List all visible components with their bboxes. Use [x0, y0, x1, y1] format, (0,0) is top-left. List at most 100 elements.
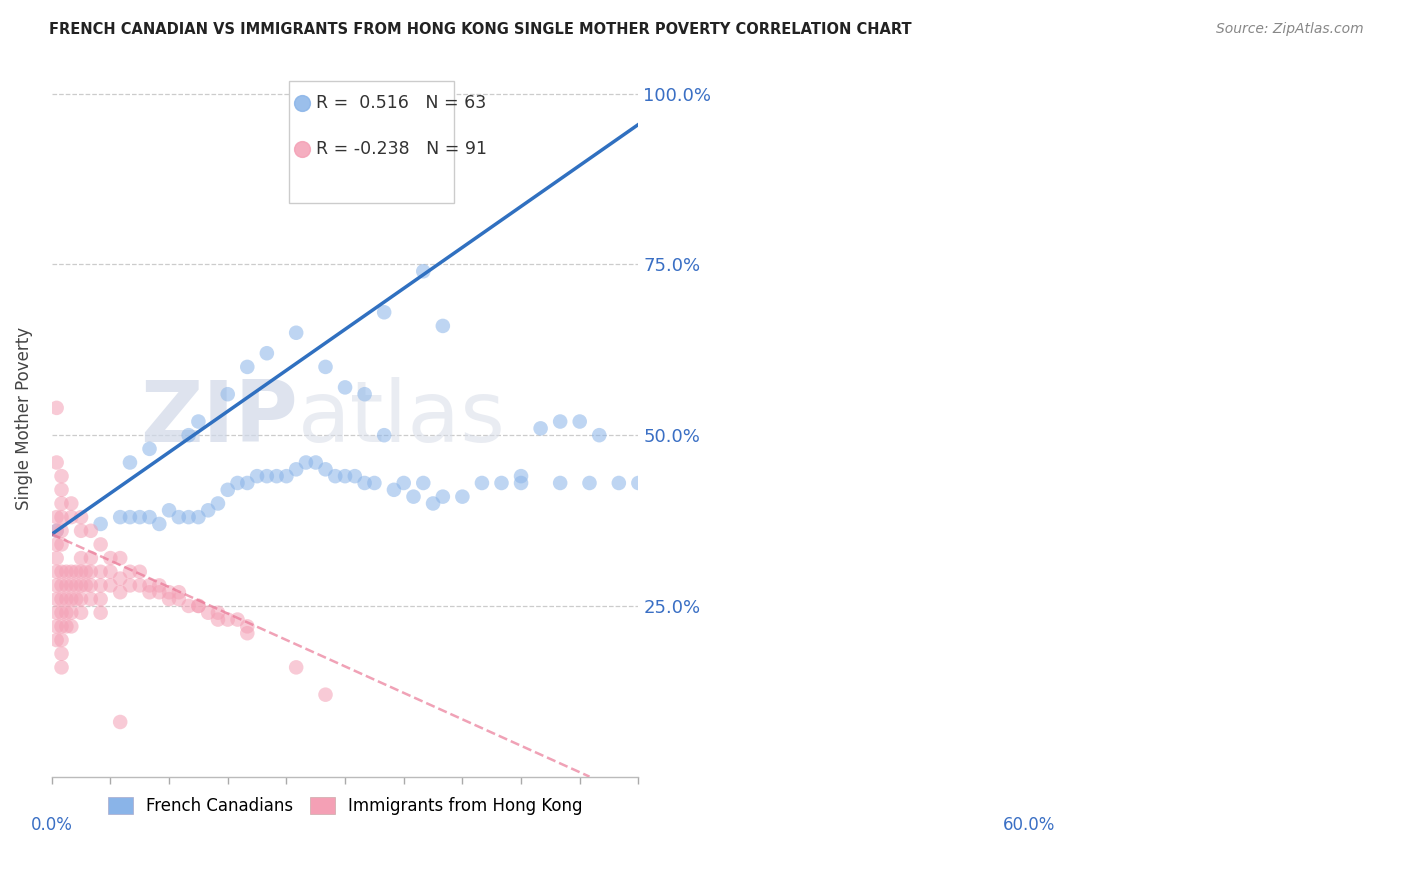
FancyBboxPatch shape	[290, 81, 454, 203]
Point	[333, 469, 356, 483]
Point	[333, 380, 356, 394]
Point	[51, 606, 73, 620]
Point	[118, 510, 141, 524]
Point	[167, 510, 190, 524]
Point	[177, 428, 200, 442]
Legend: French Canadians, Immigrants from Hong Kong: French Canadians, Immigrants from Hong K…	[101, 790, 589, 822]
Point	[60, 510, 83, 524]
Point	[217, 483, 239, 497]
Point	[51, 578, 73, 592]
Point	[157, 592, 180, 607]
Point	[197, 503, 219, 517]
Point	[578, 475, 600, 490]
Point	[568, 415, 591, 429]
Point	[80, 524, 103, 538]
Point	[108, 714, 131, 729]
Point	[285, 326, 308, 340]
Point	[45, 401, 67, 415]
Point	[138, 510, 160, 524]
Text: atlas: atlas	[298, 376, 506, 459]
Point	[51, 510, 73, 524]
Point	[305, 455, 328, 469]
Point	[295, 455, 318, 469]
Point	[315, 359, 337, 374]
Point	[323, 469, 346, 483]
Point	[45, 619, 67, 633]
Point	[412, 475, 434, 490]
Point	[412, 264, 434, 278]
Point	[45, 606, 67, 620]
Point	[70, 551, 93, 566]
Point	[177, 599, 200, 613]
Point	[108, 572, 131, 586]
Point	[217, 613, 239, 627]
Point	[45, 633, 67, 648]
Point	[90, 565, 112, 579]
Text: R =  0.516   N = 63: R = 0.516 N = 63	[316, 94, 486, 112]
Point	[45, 565, 67, 579]
Point	[256, 346, 278, 360]
Point	[128, 510, 150, 524]
Point	[236, 626, 259, 640]
Point	[80, 565, 103, 579]
Point	[65, 565, 87, 579]
Point	[157, 585, 180, 599]
Text: ZIP: ZIP	[141, 376, 298, 459]
Point	[197, 606, 219, 620]
Point	[51, 633, 73, 648]
Point	[65, 592, 87, 607]
Point	[55, 578, 77, 592]
Point	[70, 524, 93, 538]
Point	[392, 475, 415, 490]
Point	[402, 490, 425, 504]
Point	[548, 475, 571, 490]
Point	[128, 578, 150, 592]
Point	[373, 305, 395, 319]
Point	[266, 469, 288, 483]
Point	[108, 510, 131, 524]
Point	[70, 565, 93, 579]
Point	[60, 606, 83, 620]
Point	[363, 475, 385, 490]
Point	[55, 592, 77, 607]
Point	[236, 619, 259, 633]
Point	[167, 585, 190, 599]
Point	[207, 606, 229, 620]
Point	[80, 578, 103, 592]
Point	[60, 619, 83, 633]
Point	[530, 421, 553, 435]
Point	[45, 455, 67, 469]
Point	[108, 551, 131, 566]
Point	[70, 592, 93, 607]
Point	[128, 565, 150, 579]
Point	[138, 442, 160, 456]
Text: FRENCH CANADIAN VS IMMIGRANTS FROM HONG KONG SINGLE MOTHER POVERTY CORRELATION C: FRENCH CANADIAN VS IMMIGRANTS FROM HONG …	[49, 22, 912, 37]
Point	[451, 490, 474, 504]
Point	[432, 318, 454, 333]
Point	[510, 475, 533, 490]
Point	[45, 578, 67, 592]
Point	[471, 475, 494, 490]
Point	[226, 475, 249, 490]
Point	[246, 469, 269, 483]
Point	[51, 483, 73, 497]
Point	[138, 585, 160, 599]
Point	[51, 592, 73, 607]
Point	[276, 469, 298, 483]
Point	[226, 613, 249, 627]
Point	[51, 537, 73, 551]
Point	[353, 387, 375, 401]
Point	[51, 660, 73, 674]
Point	[75, 578, 97, 592]
Point	[80, 551, 103, 566]
Point	[45, 524, 67, 538]
Point	[100, 551, 122, 566]
Point	[157, 503, 180, 517]
Point	[177, 510, 200, 524]
Point	[75, 565, 97, 579]
Point	[118, 565, 141, 579]
Point	[207, 496, 229, 510]
Point	[432, 490, 454, 504]
Text: Source: ZipAtlas.com: Source: ZipAtlas.com	[1216, 22, 1364, 37]
Point	[217, 387, 239, 401]
